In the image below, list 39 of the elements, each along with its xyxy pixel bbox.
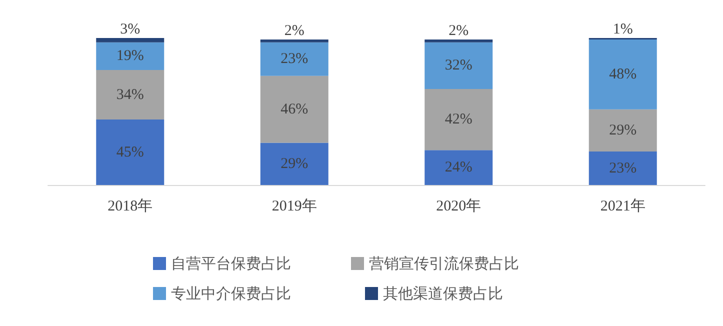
bar — [96, 120, 164, 185]
data-label: 48% — [609, 66, 637, 82]
bar — [96, 38, 164, 42]
data-label: 45% — [116, 144, 144, 160]
bar — [424, 39, 493, 42]
data-label: 46% — [280, 101, 308, 118]
bar — [260, 76, 328, 143]
x-tick-label: 2020年 — [436, 198, 482, 214]
bar — [424, 88, 493, 150]
x-tick-label: 2021年 — [600, 198, 646, 214]
bar — [260, 142, 328, 185]
legend-label: 营销宣传引流保费占比 — [369, 254, 519, 272]
bar — [424, 42, 493, 89]
x-tick-label: 2019年 — [272, 198, 317, 214]
data-label: 29% — [609, 122, 637, 138]
data-label: 19% — [116, 48, 144, 64]
data-label: 2% — [284, 22, 304, 39]
data-label: 1% — [612, 22, 633, 38]
bar — [588, 109, 657, 152]
legend-label: 自营平台保费占比 — [171, 254, 291, 272]
legend-label: 其他渠道保费占比 — [383, 284, 503, 302]
bar — [260, 42, 328, 76]
data-label: 23% — [280, 51, 308, 68]
data-label: 3% — [120, 22, 140, 38]
x-tick-label: 2018年 — [108, 198, 153, 214]
data-label: 24% — [444, 160, 472, 176]
bar — [588, 39, 657, 110]
data-label: 32% — [444, 58, 472, 74]
legend-label: 专业中介保费占比 — [171, 284, 291, 302]
data-label: 42% — [444, 112, 472, 128]
bar — [96, 42, 164, 70]
bar — [260, 39, 328, 42]
data-label: 34% — [116, 86, 144, 103]
data-label: 2% — [448, 22, 469, 39]
bar — [96, 70, 164, 120]
bar — [588, 152, 657, 185]
data-label: 23% — [609, 160, 637, 176]
bar — [424, 150, 493, 185]
data-label: 29% — [280, 156, 308, 172]
